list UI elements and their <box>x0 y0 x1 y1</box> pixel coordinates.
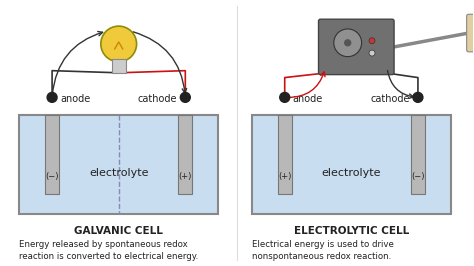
Text: nonspontaneous redox reaction.: nonspontaneous redox reaction. <box>252 252 391 261</box>
Circle shape <box>180 92 190 102</box>
FancyBboxPatch shape <box>319 19 394 75</box>
Circle shape <box>369 38 375 44</box>
Circle shape <box>413 92 423 102</box>
Circle shape <box>47 92 57 102</box>
FancyBboxPatch shape <box>466 14 474 52</box>
Text: anode: anode <box>60 94 90 104</box>
Circle shape <box>280 92 290 102</box>
Circle shape <box>334 29 362 57</box>
Text: ELECTROLYTIC CELL: ELECTROLYTIC CELL <box>294 226 409 236</box>
Text: cathode: cathode <box>371 94 410 104</box>
Bar <box>178 115 192 194</box>
Text: Energy released by spontaneous redox: Energy released by spontaneous redox <box>19 240 188 249</box>
Text: (+): (+) <box>278 172 292 181</box>
Text: (+): (+) <box>179 172 192 181</box>
Circle shape <box>369 50 375 56</box>
Text: electrolyte: electrolyte <box>321 168 381 178</box>
Text: anode: anode <box>292 94 323 104</box>
Circle shape <box>345 40 351 46</box>
Text: Electrical energy is used to drive: Electrical energy is used to drive <box>252 240 394 249</box>
Bar <box>278 115 292 194</box>
Bar <box>112 59 126 73</box>
Bar <box>19 115 218 214</box>
Text: GALVANIC CELL: GALVANIC CELL <box>74 226 163 236</box>
Circle shape <box>101 26 137 62</box>
Text: (−): (−) <box>46 172 59 181</box>
Text: electrolyte: electrolyte <box>89 168 148 178</box>
Bar <box>411 115 425 194</box>
Text: (−): (−) <box>411 172 425 181</box>
Text: cathode: cathode <box>138 94 177 104</box>
Bar <box>45 115 59 194</box>
Text: reaction is converted to electrical energy.: reaction is converted to electrical ener… <box>19 252 199 261</box>
Bar <box>252 115 451 214</box>
